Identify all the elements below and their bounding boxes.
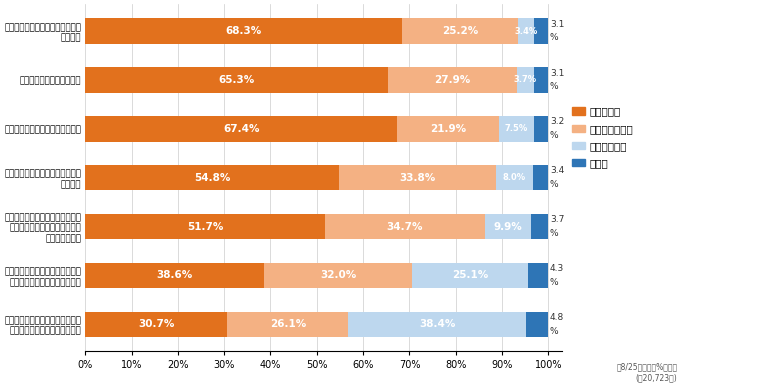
Text: 26.1%: 26.1% [270, 319, 306, 329]
Bar [402, 18, 518, 44]
Bar [85, 116, 397, 142]
Text: %: % [550, 229, 558, 238]
Bar [534, 67, 548, 93]
Text: 3.7%: 3.7% [514, 75, 537, 84]
Text: 34.7%: 34.7% [387, 222, 424, 232]
Bar [534, 116, 548, 142]
Text: 21.9%: 21.9% [430, 124, 466, 134]
Text: 3.7: 3.7 [550, 215, 564, 224]
Text: 38.4%: 38.4% [419, 319, 455, 329]
Text: 4.8: 4.8 [550, 313, 564, 322]
Text: 33.8%: 33.8% [399, 173, 436, 183]
Bar [526, 312, 548, 337]
Text: 3.2: 3.2 [550, 117, 564, 126]
Bar [325, 214, 485, 239]
Text: 7.5%: 7.5% [504, 124, 528, 133]
Text: 9.9%: 9.9% [494, 222, 523, 232]
Text: 32.0%: 32.0% [320, 270, 357, 280]
Text: ＊8/25の万日は%を集計
(＝20,723人): ＊8/25の万日は%を集計 (＝20,723人) [617, 363, 678, 382]
Bar [412, 263, 528, 288]
Text: %: % [550, 82, 558, 91]
Bar [531, 214, 548, 239]
Bar [496, 165, 533, 190]
Bar [85, 312, 227, 337]
Text: 4.3: 4.3 [550, 264, 564, 273]
Bar [85, 165, 339, 190]
Text: 3.1: 3.1 [550, 69, 564, 78]
Bar [387, 67, 517, 93]
Text: 8.0%: 8.0% [503, 173, 526, 182]
Bar [533, 165, 548, 190]
Text: 54.8%: 54.8% [194, 173, 230, 183]
Text: 68.3%: 68.3% [226, 26, 262, 36]
Bar [518, 18, 534, 44]
Bar [517, 67, 534, 93]
Text: 3.1: 3.1 [550, 20, 564, 29]
Text: 3.4%: 3.4% [514, 27, 537, 35]
Text: 25.1%: 25.1% [452, 270, 488, 280]
Text: 65.3%: 65.3% [219, 75, 255, 85]
Bar [499, 116, 534, 142]
Text: %: % [550, 180, 558, 189]
Legend: よくできた, まあまあできた, できなかった, その他: よくできた, まあまあできた, できなかった, その他 [572, 106, 634, 168]
Bar [85, 263, 264, 288]
Text: 67.4%: 67.4% [223, 124, 259, 134]
Text: %: % [550, 327, 558, 336]
Text: %: % [550, 131, 558, 140]
Bar [528, 263, 548, 288]
Bar [397, 116, 499, 142]
Text: 30.7%: 30.7% [138, 319, 175, 329]
Text: 25.2%: 25.2% [442, 26, 478, 36]
Bar [339, 165, 496, 190]
Bar [264, 263, 412, 288]
Text: 3.4: 3.4 [550, 167, 564, 176]
Text: %: % [550, 34, 558, 43]
Text: %: % [550, 278, 558, 287]
Text: 38.6%: 38.6% [156, 270, 192, 280]
Bar [227, 312, 348, 337]
Bar [85, 214, 325, 239]
Text: 51.7%: 51.7% [187, 222, 223, 232]
Bar [534, 18, 548, 44]
Text: 27.9%: 27.9% [434, 75, 470, 85]
Bar [85, 18, 402, 44]
Bar [85, 67, 387, 93]
Bar [348, 312, 526, 337]
Bar [485, 214, 531, 239]
